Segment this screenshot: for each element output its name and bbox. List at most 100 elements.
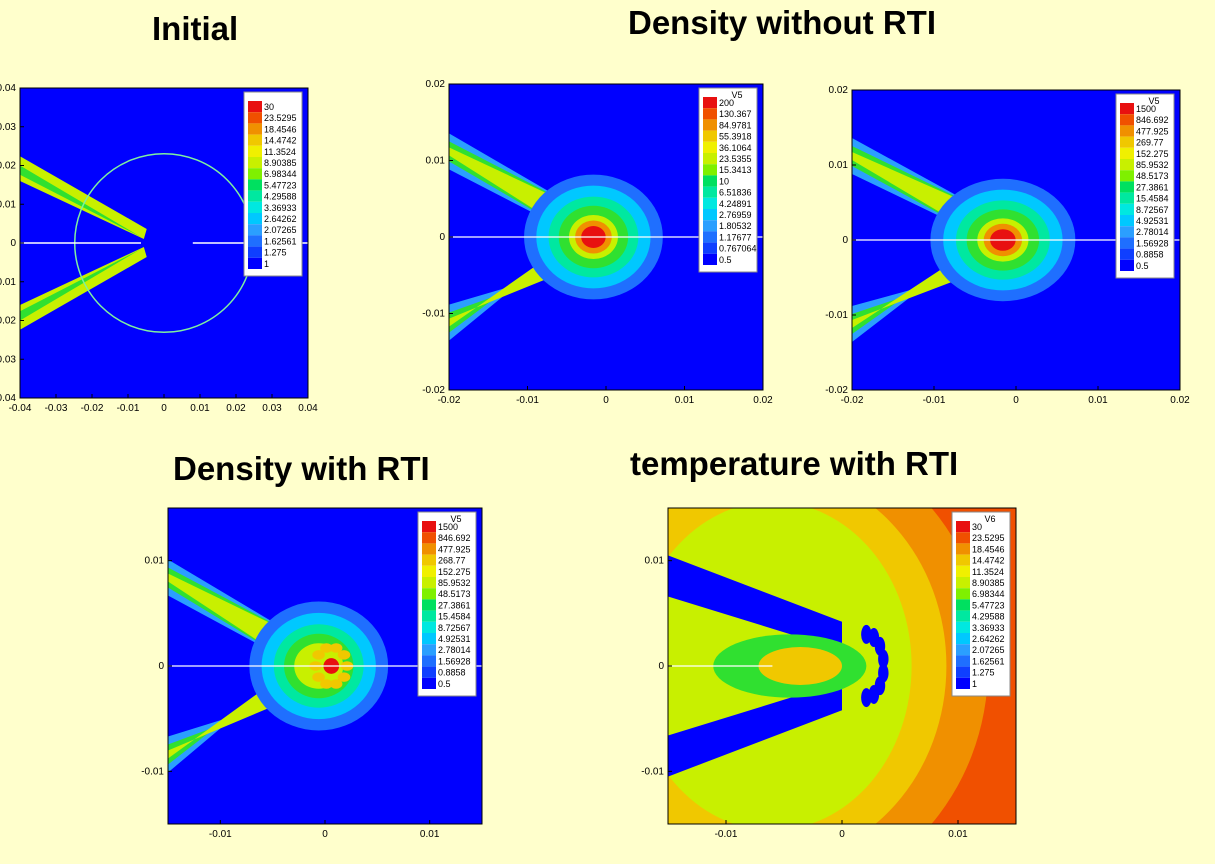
legend-level: 8.72567 bbox=[1136, 205, 1169, 215]
y-tick-label: 0.01 bbox=[829, 160, 849, 171]
plot-area bbox=[668, 508, 1016, 824]
legend-swatch bbox=[956, 655, 970, 667]
x-tick-label: 0.01 bbox=[948, 829, 968, 840]
heatmap-svg-no_rti_a: -0.02 -0.01 0 0.01 0.02 0.02 0.01 0 -0.01 -0.02 V5… bbox=[422, 79, 773, 406]
legend-swatch bbox=[956, 532, 970, 544]
legend-level: 1.62561 bbox=[972, 656, 1005, 666]
legend-level: 14.4742 bbox=[264, 136, 297, 146]
legend-level: 1.56928 bbox=[1136, 238, 1169, 248]
legend-level: 11.3524 bbox=[972, 567, 1004, 577]
temp-cold-upper bbox=[668, 555, 842, 651]
x-tick-label: 0.01 bbox=[1088, 395, 1108, 406]
x-tick-label: -0.04 bbox=[9, 403, 32, 414]
legend-level: 4.29588 bbox=[264, 192, 297, 202]
legend-swatch bbox=[703, 108, 717, 120]
rti-finger-1 bbox=[337, 672, 351, 682]
x-tick-label: -0.01 bbox=[209, 829, 232, 840]
jet-lower-core bbox=[20, 249, 141, 321]
legend-swatch bbox=[1120, 114, 1134, 126]
legend-level: 2.07265 bbox=[972, 645, 1005, 655]
legend-swatch bbox=[422, 633, 436, 645]
y-tick-label: 0.01 bbox=[0, 199, 16, 210]
y-tick-label: 0.04 bbox=[0, 83, 16, 94]
legend-level: 36.1064 bbox=[719, 143, 752, 153]
rti-finger-6 bbox=[312, 650, 325, 660]
legend-level: 27.3861 bbox=[438, 600, 471, 610]
legend-swatch bbox=[422, 621, 436, 633]
x-tick-label: -0.02 bbox=[81, 403, 104, 414]
panel-density-without-rti-a: -0.02 -0.01 0 0.01 0.02 0.02 0.01 0 -0.01 -0.02 V5… bbox=[415, 64, 793, 412]
legend-swatch bbox=[1120, 226, 1134, 238]
title-density-without-rti: Density without RTI bbox=[628, 4, 936, 41]
legend-swatch bbox=[422, 543, 436, 555]
legend-level: 200 bbox=[719, 98, 734, 108]
legend-swatch bbox=[703, 253, 717, 265]
legend-swatch bbox=[703, 97, 717, 109]
legend-level: 2.78014 bbox=[438, 645, 471, 655]
y-tick-label: 0.01 bbox=[426, 156, 446, 167]
plot-area bbox=[449, 84, 763, 390]
y-tick-label: 0.01 bbox=[645, 556, 665, 567]
heatmap-svg-temp_rti: -0.01 0 0.010.010-0.01V63023.529518.454614… bbox=[641, 507, 1017, 840]
legend-level: 0.5 bbox=[1136, 261, 1149, 271]
legend-level: 1.17677 bbox=[719, 232, 752, 242]
legend-swatch bbox=[1120, 147, 1134, 159]
rti-finger-9 bbox=[337, 650, 351, 660]
heatmap-svg-no_rti_b: -0.02 -0.01 0 0.01 0.02 0.02 0.01 0 -0.01 -0.02 V5… bbox=[825, 85, 1190, 406]
legend-level: 0.5 bbox=[438, 679, 451, 689]
legend-swatch bbox=[422, 577, 436, 589]
legend-level: 846.692 bbox=[438, 533, 471, 543]
title-density-with-rti: Density with RTI bbox=[173, 450, 430, 487]
legend-level: 85.9532 bbox=[438, 578, 471, 588]
legend-swatch bbox=[248, 201, 262, 213]
legend-swatch bbox=[248, 213, 262, 225]
y-tick-label: -0.01 bbox=[422, 309, 445, 320]
y-tick-label: 0.02 bbox=[426, 79, 446, 90]
x-tick-label: 0.01 bbox=[190, 403, 210, 414]
legend-level: 1.62561 bbox=[264, 236, 297, 246]
y-tick-label: 0.02 bbox=[0, 161, 16, 172]
x-tick-label: -0.01 bbox=[923, 395, 946, 406]
legend-level: 23.5355 bbox=[719, 154, 752, 164]
rti-finger-3 bbox=[320, 679, 333, 689]
y-tick-label: -0.01 bbox=[641, 766, 664, 777]
legend-level: 85.9532 bbox=[1136, 160, 1169, 170]
legend-level: 3.36933 bbox=[264, 203, 297, 213]
legend-swatch bbox=[1120, 248, 1134, 260]
y-tick-label: -0.02 bbox=[422, 385, 445, 396]
legend-level: 6.51836 bbox=[719, 188, 752, 198]
rti-finger-2 bbox=[329, 679, 343, 689]
legend-swatch bbox=[1120, 203, 1134, 215]
legend-level: 15.4584 bbox=[438, 612, 471, 622]
x-tick-label: -0.02 bbox=[841, 395, 864, 406]
legend-level: 0.8858 bbox=[438, 668, 466, 678]
y-tick-label: -0.02 bbox=[0, 316, 16, 327]
legend-level: 1.80532 bbox=[719, 221, 752, 231]
jet-upper bbox=[20, 156, 147, 239]
legend-swatch bbox=[422, 655, 436, 667]
y-tick-label: 0 bbox=[842, 235, 848, 246]
legend-swatch bbox=[956, 610, 970, 622]
legend-swatch bbox=[1120, 103, 1134, 115]
legend-swatch bbox=[703, 175, 717, 187]
legend-level: 2.64262 bbox=[264, 214, 297, 224]
legend-swatch bbox=[956, 633, 970, 645]
legend-swatch bbox=[1120, 192, 1134, 204]
legend-level: 6.98344 bbox=[264, 169, 297, 179]
legend-swatch bbox=[703, 153, 717, 165]
legend-swatch bbox=[248, 112, 262, 124]
legend-swatch bbox=[248, 123, 262, 135]
legend-level: 1.275 bbox=[264, 248, 287, 258]
legend-swatch bbox=[1120, 237, 1134, 249]
legend-level: 1 bbox=[972, 679, 977, 689]
legend-swatch bbox=[248, 157, 262, 169]
y-tick-label: -0.02 bbox=[825, 385, 848, 396]
x-tick-label: 0 bbox=[839, 829, 845, 840]
panel-temperature-with-rti: -0.01 0 0.01 0.01 0 -0.01 V6 30 23.5295 18.4546 14… bbox=[630, 507, 1017, 846]
legend-swatch bbox=[956, 588, 970, 600]
x-tick-label: 0.01 bbox=[675, 395, 695, 406]
legend-level: 0.767064 bbox=[719, 244, 757, 254]
legend-level: 477.925 bbox=[438, 544, 471, 554]
legend-swatch bbox=[703, 186, 717, 198]
legend-level: 2.07265 bbox=[264, 225, 297, 235]
